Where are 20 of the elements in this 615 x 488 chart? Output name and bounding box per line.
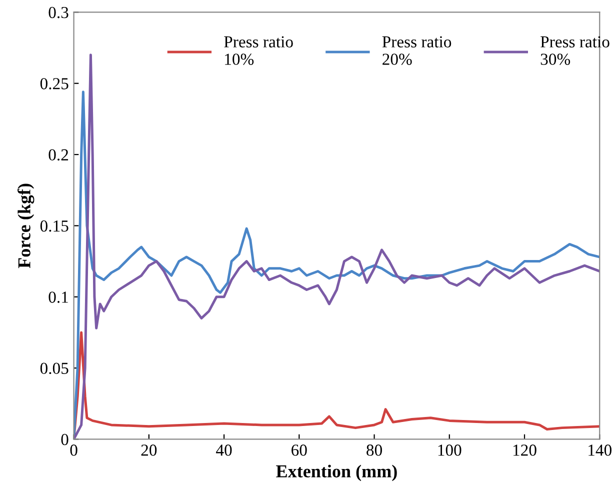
x-axis-title: Extention (mm) xyxy=(276,464,397,482)
y-tick-label: 0.2 xyxy=(48,149,68,161)
y-tick-label: 0.1 xyxy=(48,292,68,303)
y-tick-label: 0.05 xyxy=(40,362,68,374)
y-tick-label: 0.3 xyxy=(48,6,68,18)
x-tick-label: 60 xyxy=(292,444,307,456)
x-tick-label: 20 xyxy=(141,444,157,456)
y-axis-title: Force (kgf) xyxy=(18,184,34,268)
x-tick-label: 120 xyxy=(513,444,536,456)
legend-label: Press ratio 30% xyxy=(540,36,610,65)
x-tick-label: 40 xyxy=(216,444,232,456)
y-tick-label: 0 xyxy=(61,434,68,446)
x-tick-label: 100 xyxy=(438,444,462,456)
y-tick-label: 0.15 xyxy=(40,220,68,232)
x-tick-label: 140 xyxy=(588,444,612,456)
legend-label: Press ratio 10% xyxy=(224,36,293,65)
x-tick-label: 0 xyxy=(70,444,78,456)
legend-label: Press ratio 20% xyxy=(382,36,452,65)
x-tick-label: 80 xyxy=(366,444,382,456)
y-tick-label: 0.25 xyxy=(40,78,68,90)
